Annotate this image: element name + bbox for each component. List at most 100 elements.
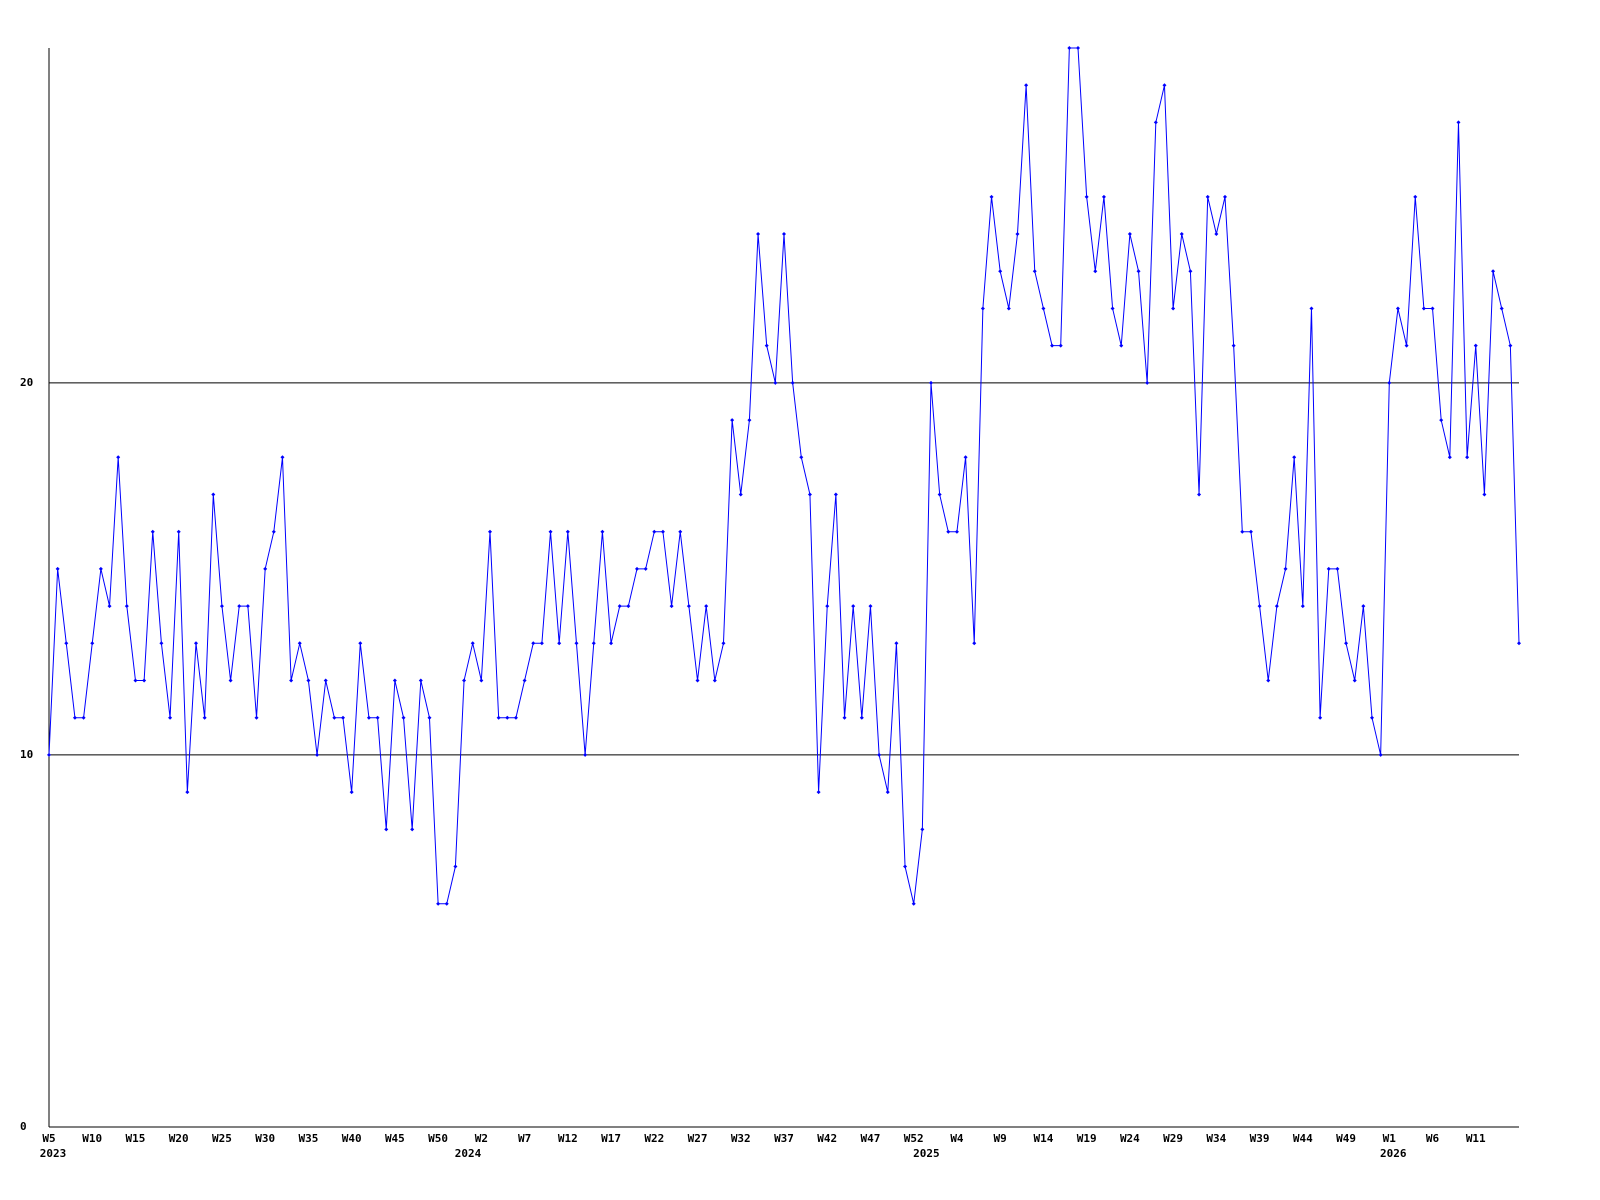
x-tick-label: W7 [518,1132,531,1145]
point [885,790,890,795]
point [1499,306,1504,311]
point [98,566,103,571]
point [254,715,259,720]
point [150,529,155,534]
point [1318,715,1323,720]
x-tick-label: W30 [255,1132,275,1145]
point [643,566,648,571]
x-tick-label: W29 [1163,1132,1183,1145]
point [1015,232,1020,237]
point [1119,343,1124,348]
x-tick-label: W19 [1077,1132,1097,1145]
point [462,678,467,683]
point [315,752,320,757]
x-tick-label: W12 [558,1132,578,1145]
point [263,566,268,571]
point [678,529,683,534]
point [773,380,778,385]
point [626,604,631,609]
point [1248,529,1253,534]
point [1508,343,1513,348]
point [1344,641,1349,646]
point [1266,678,1271,683]
y-tick-label: 10 [20,748,33,761]
point [816,790,821,795]
x-tick-label: W50 [428,1132,448,1145]
point [159,641,164,646]
y-tick-label: 20 [20,376,33,389]
point [972,641,977,646]
point [444,901,449,906]
point [1127,232,1132,237]
point [998,269,1003,274]
point [211,492,216,497]
x-tick-label: W4 [950,1132,964,1145]
point [652,529,657,534]
point [366,715,371,720]
point [1517,641,1521,646]
point [833,492,838,497]
point [410,827,415,832]
point [989,194,994,199]
point [522,678,527,683]
point [470,641,475,646]
point [90,641,95,646]
point [591,641,596,646]
point [72,715,77,720]
point [280,455,285,460]
x-tick-label: W34 [1206,1132,1226,1145]
point [418,678,423,683]
point [349,790,354,795]
point [185,790,190,795]
point [548,529,553,534]
x-tick-label: W9 [994,1132,1007,1145]
x-tick-label: W44 [1293,1132,1313,1145]
point [1024,83,1029,88]
point [1240,529,1245,534]
x-tick-label: W24 [1120,1132,1140,1145]
x-tick-label: W5 [42,1132,55,1145]
point [583,752,588,757]
point [505,715,510,720]
point [488,529,492,534]
x-tick-label: W6 [1426,1132,1440,1145]
point [341,715,345,720]
point [617,604,622,609]
point [1058,343,1063,348]
point [1326,566,1331,571]
point [1067,46,1072,50]
point [738,492,743,497]
point [194,641,198,646]
point [1171,306,1176,311]
point [954,529,959,534]
point [557,641,562,646]
point [825,604,830,609]
x-tick-label: W25 [212,1132,232,1145]
point [1101,194,1106,199]
point [946,529,951,534]
point [790,380,795,385]
point [963,455,968,460]
x-tick-label: W45 [385,1132,405,1145]
point [228,678,233,683]
point [1050,343,1055,348]
point [1361,604,1366,609]
point [1188,269,1193,274]
point [660,529,665,534]
point [1378,752,1383,757]
point [1179,232,1184,237]
point [1283,566,1288,571]
point [1041,306,1046,311]
point [1465,455,1470,460]
point [531,641,536,646]
point [747,418,752,423]
point [1084,194,1089,199]
point [877,752,882,757]
series-line [48,47,1520,905]
point [453,864,458,869]
point [271,529,276,534]
x-tick-label: W32 [731,1132,751,1145]
point [1093,269,1098,274]
point [635,566,639,571]
